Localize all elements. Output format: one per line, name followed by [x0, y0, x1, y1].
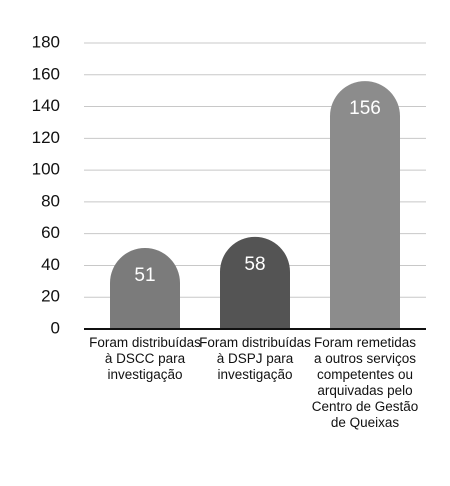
data-label: 156 [349, 98, 381, 119]
y-tick-label: 180 [32, 32, 60, 51]
data-label: 58 [244, 254, 265, 275]
y-tick-label: 120 [32, 128, 60, 147]
y-tick-label: 80 [41, 191, 60, 210]
bar [110, 247, 180, 329]
y-tick-label: 100 [32, 160, 60, 179]
bar [220, 236, 290, 329]
y-tick-label: 20 [41, 287, 60, 306]
data-label: 51 [134, 265, 155, 286]
y-tick-label: 160 [32, 64, 60, 83]
y-tick-label: 0 [51, 318, 60, 337]
x-tick-label: Foram distribuídas à DSCC para investiga… [89, 335, 201, 382]
x-tick-label: Foram remetidas a outros serviços compet… [311, 335, 419, 430]
y-tick-label: 40 [41, 255, 60, 274]
x-tick-label: Foram distribuídas à DSPJ para investiga… [199, 335, 311, 382]
y-tick-label: 60 [41, 223, 60, 242]
y-tick-label: 140 [32, 96, 60, 115]
bar [330, 81, 400, 329]
